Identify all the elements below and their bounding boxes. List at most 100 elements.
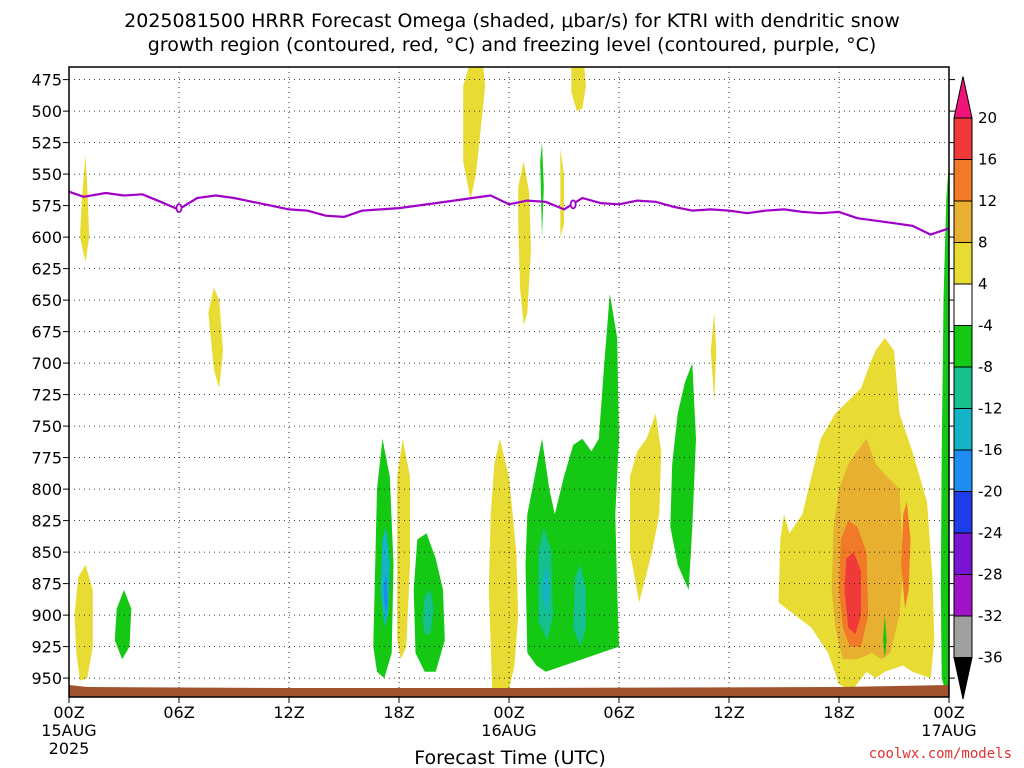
- omega-region-18: [542, 564, 550, 616]
- x-tick-date: 17AUG: [921, 721, 976, 740]
- y-tick-label: 775: [31, 449, 62, 468]
- colorbar-bin: [953, 615, 973, 658]
- colorbar-label: 12: [978, 192, 997, 210]
- y-tick-label: 750: [31, 417, 62, 436]
- omega-region-27: [901, 501, 911, 609]
- colorbar-bottom-arrow: [953, 657, 973, 700]
- omega-region-11: [571, 67, 586, 112]
- colorbar-bin: [953, 117, 973, 160]
- freezing-level-loop-0: [175, 203, 183, 214]
- colorbar-bin: [953, 325, 973, 368]
- colorbar-label: -24: [978, 524, 1003, 542]
- omega-region-14: [560, 148, 564, 238]
- y-tick-label: 875: [31, 575, 62, 594]
- y-tick-label: 725: [31, 386, 62, 405]
- colorbar-top-arrow: [953, 76, 973, 119]
- y-tick-label: 575: [31, 197, 62, 216]
- colorbar-bin: [953, 200, 973, 243]
- chart-title: 2025081500 HRRR Forecast Omega (shaded, …: [124, 10, 900, 56]
- x-tick-year: 2025: [49, 739, 90, 758]
- x-tick-date: 15AUG: [41, 721, 96, 740]
- colorbar-bin: [953, 283, 973, 326]
- y-tick-label: 500: [31, 102, 62, 121]
- omega-shaded-regions: [74, 67, 949, 697]
- omega-region-1: [74, 564, 93, 681]
- omega-region-10: [463, 67, 486, 200]
- y-tick-label: 900: [31, 606, 62, 625]
- y-tick-label: 650: [31, 291, 62, 310]
- y-tick-label: 600: [31, 228, 62, 247]
- y-tick-label: 550: [31, 165, 62, 184]
- omega-region-22: [710, 312, 717, 401]
- colorbar-label: 20: [978, 109, 997, 127]
- surface-terrain: [69, 685, 949, 697]
- y-tick-label: 950: [31, 669, 62, 688]
- colorbar-bin: [953, 532, 973, 575]
- x-tick-label: 00Z: [493, 703, 524, 722]
- y-tick-label: 475: [31, 71, 62, 90]
- omega-region-0: [80, 155, 90, 263]
- omega-region-21: [670, 363, 696, 590]
- grid-lines: [69, 67, 949, 697]
- y-tick-label: 800: [31, 480, 62, 499]
- surface-band: [69, 685, 949, 697]
- colorbar-bin: [953, 574, 973, 617]
- colorbar-label: -36: [978, 649, 1003, 667]
- colorbar-label: -20: [978, 483, 1003, 501]
- y-axis-ticks: 475 500 525 550 575 600 625 650 675 700 725 750 775 8…: [31, 71, 955, 688]
- y-tick-label: 825: [31, 512, 62, 531]
- title-line-2: growth region (contoured, red, °C) and f…: [148, 34, 877, 56]
- omega-region-19: [573, 564, 586, 647]
- freezing-level-loop-1: [569, 199, 577, 210]
- omega-region-6: [383, 571, 388, 616]
- x-tick-label: 18Z: [823, 703, 854, 722]
- colorbar-bin: [953, 408, 973, 451]
- omega-region-2: [114, 589, 132, 660]
- x-tick-label: 12Z: [273, 703, 304, 722]
- x-tick-label: 06Z: [603, 703, 634, 722]
- x-tick-label: 12Z: [713, 703, 744, 722]
- omega-region-26: [844, 552, 861, 634]
- x-tick-label: 06Z: [163, 703, 194, 722]
- freezing-level-line: [68, 190, 950, 236]
- colorbar-label: -28: [978, 566, 1003, 584]
- omega-region-12: [488, 438, 519, 697]
- colorbar-bin: [953, 366, 973, 409]
- x-tick-date: 16AUG: [481, 721, 536, 740]
- colorbar-label: 8: [978, 234, 988, 252]
- x-tick-label: 00Z: [933, 703, 964, 722]
- colorbar-bin: [953, 449, 973, 492]
- colorbar-label: 16: [978, 151, 997, 169]
- title-line-1: 2025081500 HRRR Forecast Omega (shaded, …: [124, 10, 900, 32]
- x-tick-label: 00Z: [53, 703, 84, 722]
- freezing-level-contour: [68, 190, 950, 236]
- colorbar-label: 4: [978, 275, 988, 293]
- colorbar-label: -8: [978, 358, 993, 376]
- omega-region-9: [422, 589, 434, 634]
- omega-region-20: [630, 413, 662, 603]
- omega-region-7: [397, 438, 410, 660]
- omega-region-15: [540, 142, 544, 238]
- x-tick-label: 18Z: [383, 703, 414, 722]
- colorbar-label: -4: [978, 317, 993, 335]
- credit-text: coolwx.com/models: [869, 746, 1012, 762]
- omega-region-28: [883, 615, 887, 660]
- colorbar-bin: [953, 159, 973, 202]
- colorbar-label: -12: [978, 400, 1003, 418]
- y-tick-label: 850: [31, 543, 62, 562]
- omega-region-13: [518, 161, 531, 326]
- x-axis-label: Forecast Time (UTC): [414, 747, 605, 768]
- colorbar: 20 16 12 8 4 -4 -8 -12 -16 -20 -24 -28 -32 -36: [953, 76, 1003, 700]
- omega-region-3: [208, 287, 223, 389]
- y-tick-label: 675: [31, 323, 62, 342]
- y-tick-label: 925: [31, 638, 62, 657]
- y-tick-label: 700: [31, 354, 62, 373]
- colorbar-bin: [953, 242, 973, 285]
- y-tick-label: 525: [31, 134, 62, 153]
- colorbar-label: -16: [978, 441, 1003, 459]
- colorbar-label: -32: [978, 607, 1003, 625]
- colorbar-bin: [953, 491, 973, 534]
- y-tick-label: 625: [31, 260, 62, 279]
